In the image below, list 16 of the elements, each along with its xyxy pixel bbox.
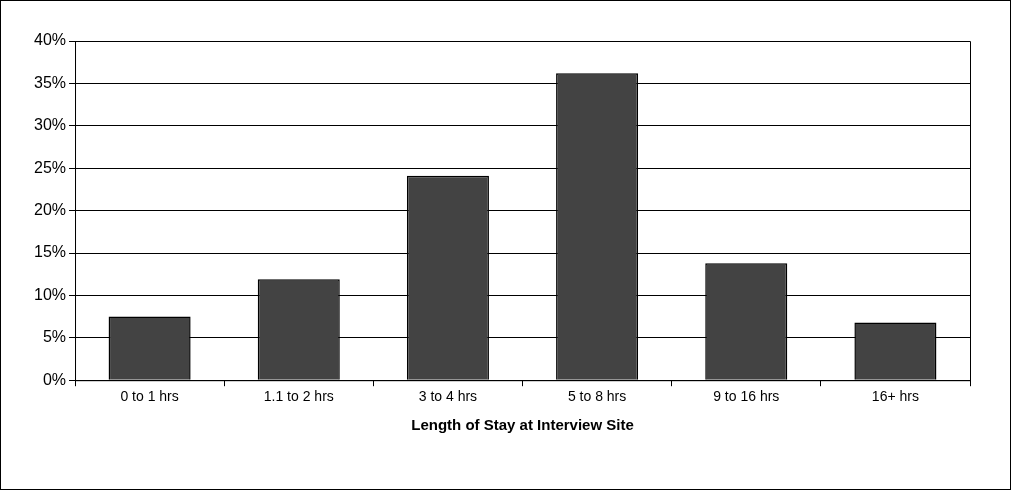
x-axis-title: Length of Stay at Interview Site [411,416,634,434]
x-tick-label: 16+ hrs [871,388,919,405]
y-tick-label: 30% [33,116,67,134]
y-tick-label: 25% [33,158,67,176]
x-tick-label: 5 to 8 hrs [567,388,627,405]
y-tick-label: 10% [33,285,67,303]
y-tick-label: 15% [33,243,67,261]
x-tick-label: 3 to 4 hrs [418,388,478,405]
y-tick-label: 5% [42,328,67,346]
y-tick-label: 40% [33,31,67,49]
y-tick-label: 35% [33,73,67,91]
y-tick-label: 0% [42,370,67,388]
x-tick-label: 9 to 16 hrs [713,388,780,405]
x-tick-label: 0 to 1 hrs [120,388,179,405]
x-tick-label: 1.1 to 2 hrs [263,388,334,405]
y-tick-label: 20% [33,201,67,219]
